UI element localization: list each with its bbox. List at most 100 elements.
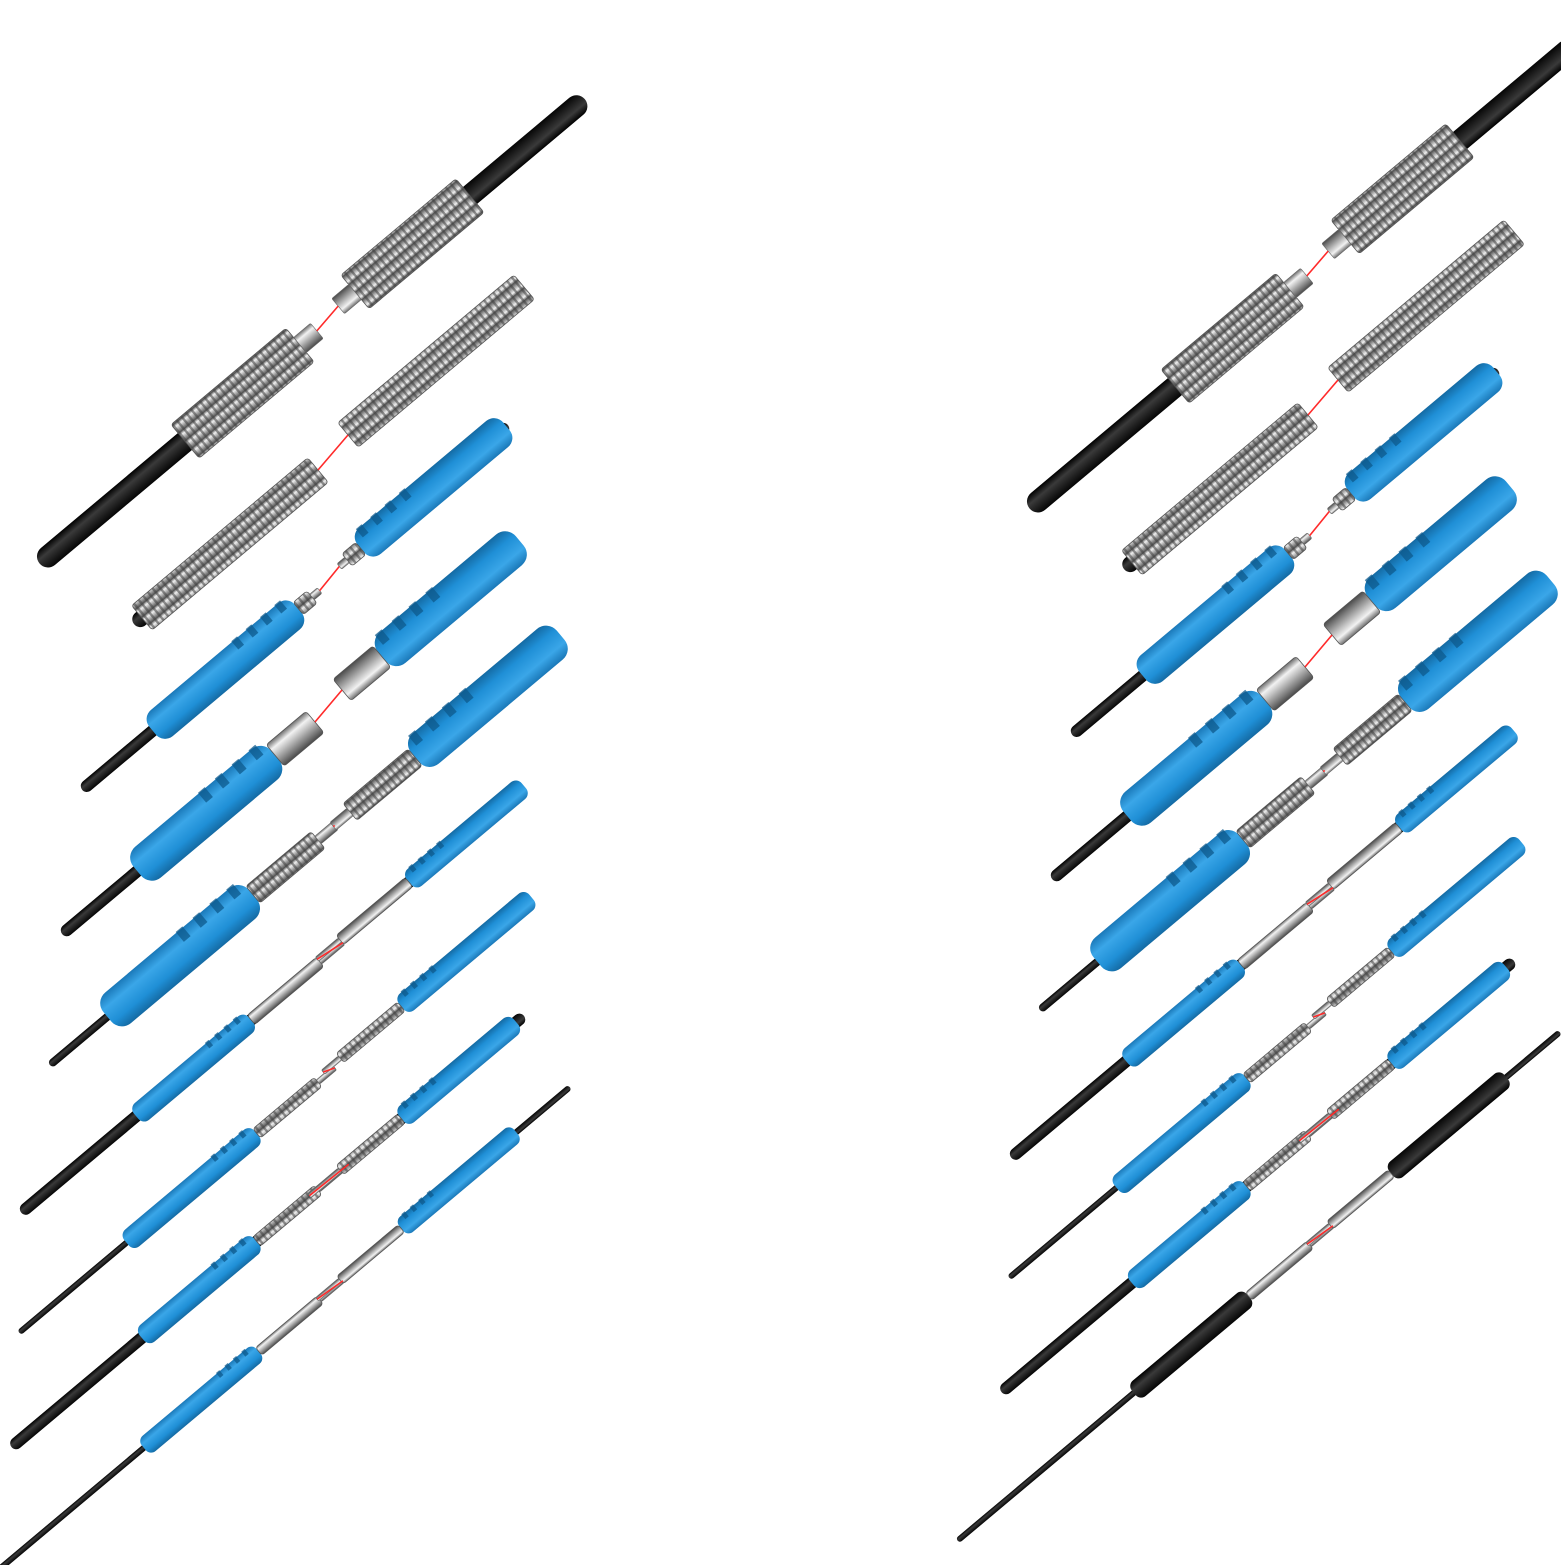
- blue-sleeve: [1397, 570, 1558, 712]
- grip-notch: [224, 1363, 232, 1371]
- receiver: [321, 892, 536, 1074]
- grip-notch: [210, 1153, 219, 1162]
- grip-notch: [1221, 703, 1237, 720]
- grip-notch: [229, 1137, 238, 1147]
- light-beam: [316, 1280, 344, 1300]
- blue-sleeve: [1120, 690, 1273, 826]
- grip-notch: [219, 1253, 229, 1263]
- grip-notch: [197, 787, 213, 803]
- light-beam: [317, 434, 349, 471]
- grip-notch: [1374, 445, 1388, 459]
- grip-notch: [259, 612, 273, 626]
- sensor-head: [256, 1296, 323, 1355]
- sensor-pair-3: [80, 418, 513, 792]
- emitter: [1009, 885, 1335, 1160]
- grip-notch: [1426, 785, 1435, 795]
- blue-sleeve: [1395, 725, 1518, 833]
- blue-sleeve: [137, 1236, 261, 1344]
- sensor-head: [1326, 947, 1395, 1007]
- sensor-head: [1326, 823, 1402, 889]
- light-beam: [316, 942, 344, 960]
- emitter: [0, 1279, 345, 1565]
- blue-sleeve: [122, 1128, 261, 1248]
- sensor-pair-3: [1070, 363, 1503, 737]
- sensor-head: [343, 749, 422, 820]
- light-beam: [316, 305, 339, 332]
- blue-sleeve: [397, 1016, 521, 1124]
- grip-notch: [1399, 925, 1409, 935]
- grip-notch: [1415, 532, 1431, 548]
- emitter: [1050, 657, 1314, 882]
- grip-notch: [408, 730, 424, 746]
- grip-notch: [1182, 857, 1198, 873]
- grip-notch: [248, 744, 264, 761]
- grip-notch: [1204, 718, 1220, 734]
- grip-notch: [401, 1211, 409, 1220]
- blue-sleeve: [354, 418, 513, 557]
- grip-notch: [1209, 1090, 1219, 1100]
- grip-notch: [1390, 1045, 1399, 1054]
- grip-notch: [1364, 574, 1380, 590]
- grip-notch: [229, 1245, 238, 1255]
- sensor-head: [336, 878, 412, 944]
- grip-notch: [417, 856, 426, 865]
- sensor-pair-9: [0, 1086, 571, 1565]
- black-sleeve: [1130, 1291, 1253, 1398]
- sensor-head: [246, 832, 325, 903]
- blue-sleeve: [1122, 959, 1245, 1067]
- grip-notch: [428, 965, 437, 974]
- grip-notch: [458, 687, 474, 704]
- grip-notch: [1228, 1183, 1237, 1192]
- receiver: [1320, 570, 1558, 775]
- blue-sleeve: [397, 892, 536, 1012]
- emitter: [48, 822, 338, 1067]
- grip-notch: [400, 988, 409, 997]
- sensor-head: [1333, 694, 1412, 765]
- emitter: [80, 588, 322, 792]
- sensor-head: [1161, 273, 1304, 403]
- blue-sleeve: [1387, 961, 1511, 1069]
- sensor-head: [337, 1225, 404, 1284]
- grip-notch: [1390, 933, 1399, 942]
- grip-notch: [214, 1032, 223, 1041]
- right-sensor-set: [956, 40, 1561, 1542]
- grip-notch: [175, 926, 191, 942]
- emitter: [1008, 1011, 1327, 1279]
- blue-sleeve: [407, 625, 568, 767]
- sensor-head: [341, 179, 484, 309]
- light-beam: [1307, 379, 1339, 416]
- grip-notch: [192, 912, 208, 928]
- sensor-pair-9: [956, 1031, 1561, 1542]
- receiver: [1322, 40, 1561, 259]
- emitter: [1026, 268, 1313, 513]
- sensor-head: [253, 1078, 322, 1138]
- grip-notch: [1228, 1075, 1237, 1084]
- grip-notch: [1238, 689, 1254, 706]
- grip-notch: [1209, 1198, 1219, 1208]
- blue-sleeve: [1090, 830, 1251, 972]
- grip-notch: [409, 1092, 419, 1102]
- grip-notch: [1200, 1098, 1209, 1107]
- grip-notch: [1398, 546, 1414, 562]
- light-beam: [1306, 250, 1329, 277]
- sensor-pair-7: [18, 892, 536, 1334]
- emitter: [1070, 533, 1312, 737]
- grip-notch: [409, 1204, 418, 1213]
- grip-notch: [1199, 843, 1215, 859]
- grip-notch: [1431, 646, 1447, 663]
- grip-notch: [355, 524, 369, 538]
- sensor-pair-4: [1050, 476, 1517, 882]
- grip-notch: [1187, 732, 1203, 748]
- grip-notch: [210, 1261, 219, 1270]
- light-beam: [319, 565, 340, 592]
- sensor-head: [1327, 1170, 1394, 1229]
- sensor-pair-5: [1038, 570, 1558, 1012]
- grip-notch: [219, 1145, 229, 1155]
- grip-notch: [409, 980, 419, 990]
- grip-notch: [1216, 828, 1232, 845]
- grip-notch: [384, 500, 398, 514]
- sensor-pair-2: [132, 275, 534, 630]
- receiver: [1311, 837, 1526, 1019]
- grip-notch: [232, 1355, 241, 1364]
- grip-notch: [215, 1370, 224, 1378]
